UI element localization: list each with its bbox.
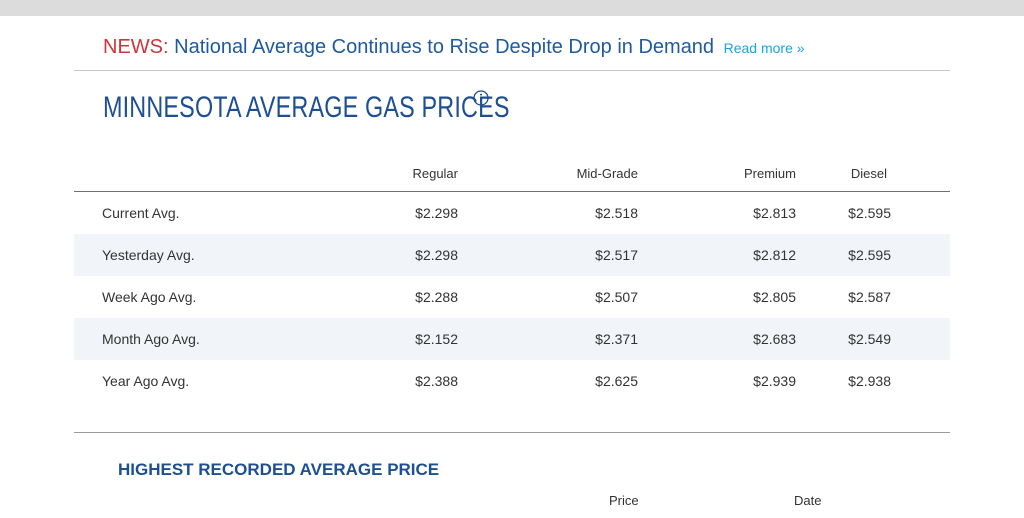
column-header-date: Date	[794, 493, 822, 508]
news-bar: NEWS: National Average Continues to Rise…	[103, 34, 805, 61]
price-premium: $2.812	[652, 234, 817, 276]
header-empty-cell	[74, 155, 277, 192]
price-regular: $2.388	[415, 373, 458, 389]
price-premium: $2.683	[652, 318, 817, 360]
page-title: MINNESOTA AVERAGE GAS PRICES	[103, 91, 510, 124]
table-row: Current Avg. $2.298 $2.518 $2.813 $2.595	[74, 192, 950, 235]
row-label: Yesterday Avg.	[74, 234, 277, 276]
price-diesel: $2.938	[848, 373, 891, 389]
row-label: Current Avg.	[102, 205, 180, 221]
news-headline[interactable]: National Average Continues to Rise Despi…	[174, 36, 715, 58]
price-regular: $2.288	[415, 289, 458, 305]
price-mid-grade: $2.625	[595, 373, 638, 389]
column-header-diesel: Diesel	[817, 155, 950, 192]
browser-top-strip	[0, 0, 1024, 16]
price-diesel: $2.587	[848, 289, 891, 305]
column-header-mid-grade: Mid-Grade	[492, 155, 652, 192]
column-header-premium: Premium	[652, 155, 817, 192]
table-row: Month Ago Avg. $2.152 $2.371 $2.683 $2.5…	[74, 318, 950, 360]
read-more-link[interactable]: Read more »	[723, 40, 805, 56]
column-header-price: Price	[609, 493, 639, 508]
price-diesel: $2.549	[817, 318, 950, 360]
info-circle-icon[interactable]	[473, 90, 489, 106]
price-diesel: $2.595	[817, 234, 950, 276]
price-premium: $2.813	[753, 205, 796, 221]
row-label: Year Ago Avg.	[102, 373, 190, 389]
price-regular: $2.298	[277, 234, 492, 276]
price-mid-grade: $2.518	[595, 205, 638, 221]
table-row: Year Ago Avg. $2.388 $2.625 $2.939 $2.93…	[74, 360, 950, 402]
price-mid-grade: $2.507	[595, 289, 638, 305]
price-mid-grade: $2.517	[492, 234, 652, 276]
row-label: Month Ago Avg.	[74, 318, 277, 360]
price-premium: $2.805	[753, 289, 796, 305]
section-divider	[74, 432, 950, 433]
highest-price-title: HIGHEST RECORDED AVERAGE PRICE	[118, 460, 440, 479]
news-label: NEWS:	[103, 36, 169, 58]
price-regular: $2.152	[277, 318, 492, 360]
average-prices-table: Regular Mid-Grade Premium Diesel Current…	[74, 155, 950, 402]
price-regular: $2.298	[415, 205, 458, 221]
row-label: Week Ago Avg.	[102, 289, 197, 305]
column-header-regular: Regular	[277, 155, 492, 192]
price-diesel: $2.595	[848, 205, 891, 221]
price-premium: $2.939	[753, 373, 796, 389]
table-row: Yesterday Avg. $2.298 $2.517 $2.812 $2.5…	[74, 234, 950, 276]
price-mid-grade: $2.371	[492, 318, 652, 360]
table-header-row: Regular Mid-Grade Premium Diesel	[74, 155, 950, 192]
table-row: Week Ago Avg. $2.288 $2.507 $2.805 $2.58…	[74, 276, 950, 318]
news-divider	[74, 70, 950, 71]
